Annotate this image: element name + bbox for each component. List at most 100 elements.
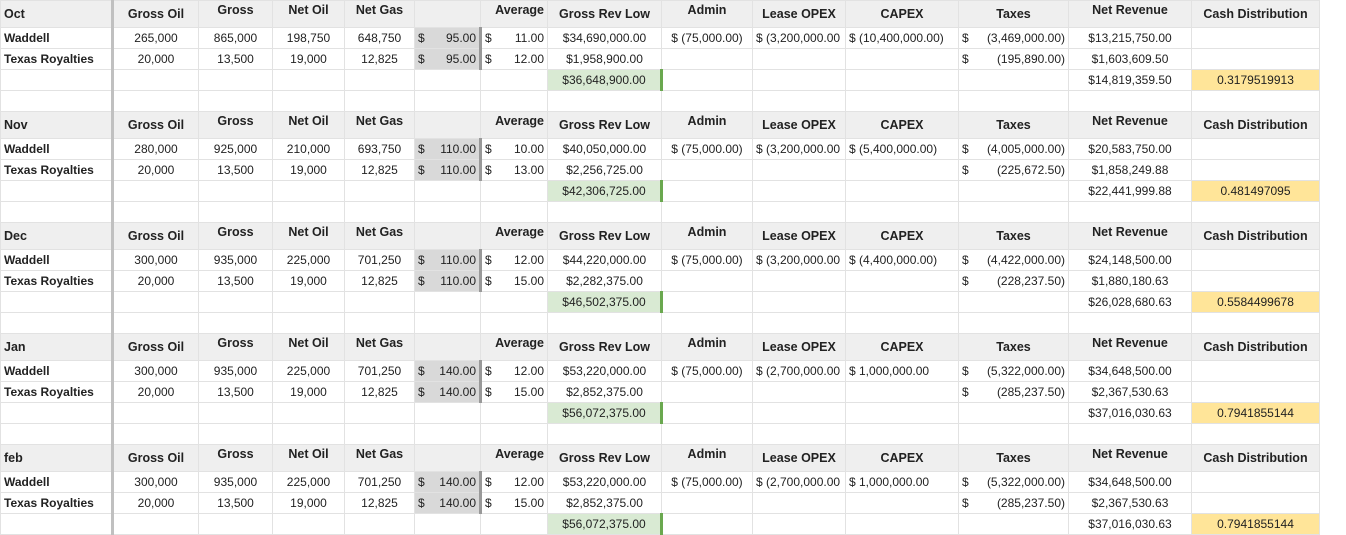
cell[interactable] xyxy=(480,69,548,91)
cell[interactable] xyxy=(752,402,846,424)
total-net-rev-cell[interactable]: $37,016,030.63 xyxy=(1068,402,1192,424)
capex-cell[interactable]: $ (5,400,000.00) xyxy=(845,138,959,160)
header-net-revenue[interactable]: Net Revenue xyxy=(1068,333,1192,361)
header-gross-rev-low[interactable]: Gross Rev Low xyxy=(547,444,662,472)
header-gross-oil[interactable]: Gross Oil xyxy=(112,222,199,250)
cell[interactable] xyxy=(344,312,415,334)
row-label[interactable] xyxy=(0,291,114,313)
net-rev-cell[interactable]: $24,148,500.00 xyxy=(1068,249,1192,271)
cash-distribution-cell[interactable] xyxy=(1191,27,1320,49)
cash-distribution-cell[interactable] xyxy=(1191,249,1320,271)
header-net-gas[interactable]: Net Gas xyxy=(344,333,415,361)
net-gas-cell[interactable]: 12,825 xyxy=(344,270,415,292)
header-empty[interactable] xyxy=(414,0,481,28)
header-gross-rev-low[interactable]: Gross Rev Low xyxy=(547,0,662,28)
net-oil-cell[interactable]: 19,000 xyxy=(272,381,345,403)
lease-opex-cell[interactable]: $ (3,200,000.00 xyxy=(752,138,846,160)
cell[interactable] xyxy=(1191,312,1320,334)
cell[interactable] xyxy=(414,402,481,424)
header-net-oil[interactable]: Net Oil xyxy=(272,333,345,361)
gross-cell[interactable]: 13,500 xyxy=(198,48,273,70)
gross-cell[interactable]: 925,000 xyxy=(198,138,273,160)
row-label[interactable]: Texas Royalties xyxy=(0,48,114,70)
gross-cell[interactable]: 13,500 xyxy=(198,381,273,403)
header-capex[interactable]: CAPEX xyxy=(845,0,959,28)
lease-opex-cell[interactable]: $ (3,200,000.00 xyxy=(752,249,846,271)
gross-oil-cell[interactable]: 300,000 xyxy=(112,360,199,382)
total-gross-rev-cell[interactable]: $42,306,725.00 xyxy=(547,180,663,202)
header-net-revenue[interactable]: Net Revenue xyxy=(1068,0,1192,28)
taxes-cell[interactable]: $ (285,237.50) xyxy=(958,492,1069,514)
net-rev-cell[interactable]: $1,858,249.88 xyxy=(1068,159,1192,181)
net-gas-cell[interactable]: 648,750 xyxy=(344,27,415,49)
cash-distribution-value[interactable]: 0.7941855144 xyxy=(1191,513,1320,535)
cell[interactable] xyxy=(547,201,662,223)
header-cash-distribution[interactable]: Cash Distribution xyxy=(1191,111,1320,139)
total-gross-rev-cell[interactable]: $56,072,375.00 xyxy=(547,513,663,535)
average-cell[interactable]: $15.00 xyxy=(480,270,548,292)
net-gas-cell[interactable]: 12,825 xyxy=(344,159,415,181)
row-label[interactable] xyxy=(0,423,114,445)
gross-rev-cell[interactable]: $2,852,375.00 xyxy=(547,381,662,403)
capex-cell[interactable]: $ 1,000,000.00 xyxy=(845,471,959,493)
average-cell[interactable]: $15.00 xyxy=(480,492,548,514)
cell[interactable] xyxy=(845,312,959,334)
net-gas-cell[interactable]: 693,750 xyxy=(344,138,415,160)
admin-cell[interactable]: $ (75,000.00) xyxy=(661,138,753,160)
cell[interactable] xyxy=(845,180,959,202)
header-gross[interactable]: Gross xyxy=(198,111,273,139)
net-oil-cell[interactable]: 225,000 xyxy=(272,360,345,382)
taxes-cell[interactable]: $ (225,672.50) xyxy=(958,159,1069,181)
cell[interactable] xyxy=(845,291,959,313)
cash-distribution-value[interactable]: 0.7941855144 xyxy=(1191,402,1320,424)
header-cash-distribution[interactable]: Cash Distribution xyxy=(1191,0,1320,28)
cell[interactable] xyxy=(480,513,548,535)
header-lease-opex[interactable]: Lease OPEX xyxy=(752,222,846,250)
total-gross-rev-cell[interactable]: $36,648,900.00 xyxy=(547,69,663,91)
header-net-gas[interactable]: Net Gas xyxy=(344,222,415,250)
price-cell[interactable]: $95.00 xyxy=(414,48,482,70)
row-label[interactable] xyxy=(0,180,114,202)
header-lease-opex[interactable]: Lease OPEX xyxy=(752,0,846,28)
cell[interactable] xyxy=(272,201,345,223)
header-empty[interactable] xyxy=(414,222,481,250)
cell[interactable] xyxy=(272,69,345,91)
header-taxes[interactable]: Taxes xyxy=(958,222,1069,250)
taxes-cell[interactable]: $ (3,469,000.00) xyxy=(958,27,1069,49)
lease-opex-cell[interactable]: $ (2,700,000.00 xyxy=(752,360,846,382)
cash-distribution-cell[interactable] xyxy=(1191,492,1320,514)
row-label[interactable] xyxy=(0,201,114,223)
row-label[interactable]: Waddell xyxy=(0,138,114,160)
gross-cell[interactable]: 13,500 xyxy=(198,270,273,292)
gross-cell[interactable]: 865,000 xyxy=(198,27,273,49)
cell[interactable] xyxy=(344,291,415,313)
cell[interactable] xyxy=(845,69,959,91)
header-taxes[interactable]: Taxes xyxy=(958,333,1069,361)
gross-rev-cell[interactable]: $2,256,725.00 xyxy=(547,159,662,181)
cell[interactable] xyxy=(198,312,273,334)
total-net-rev-cell[interactable]: $22,441,999.88 xyxy=(1068,180,1192,202)
lease-opex-cell[interactable] xyxy=(752,159,846,181)
total-net-rev-cell[interactable]: $14,819,359.50 xyxy=(1068,69,1192,91)
net-oil-cell[interactable]: 19,000 xyxy=(272,270,345,292)
header-admin[interactable]: Admin xyxy=(661,111,753,139)
average-cell[interactable]: $12.00 xyxy=(480,471,548,493)
cell[interactable] xyxy=(414,312,481,334)
net-gas-cell[interactable]: 701,250 xyxy=(344,249,415,271)
cell[interactable] xyxy=(661,423,753,445)
row-label[interactable]: Texas Royalties xyxy=(0,270,114,292)
net-oil-cell[interactable]: 225,000 xyxy=(272,471,345,493)
row-label[interactable] xyxy=(0,402,114,424)
net-rev-cell[interactable]: $13,215,750.00 xyxy=(1068,27,1192,49)
gross-oil-cell[interactable]: 20,000 xyxy=(112,159,199,181)
cell[interactable] xyxy=(752,180,846,202)
cell[interactable] xyxy=(480,201,548,223)
admin-cell[interactable]: $ (75,000.00) xyxy=(661,249,753,271)
gross-cell[interactable]: 935,000 xyxy=(198,471,273,493)
cell[interactable] xyxy=(547,90,662,112)
header-admin[interactable]: Admin xyxy=(661,222,753,250)
price-cell[interactable]: $110.00 xyxy=(414,159,482,181)
cell[interactable] xyxy=(112,201,199,223)
cell[interactable] xyxy=(661,90,753,112)
net-gas-cell[interactable]: 12,825 xyxy=(344,492,415,514)
